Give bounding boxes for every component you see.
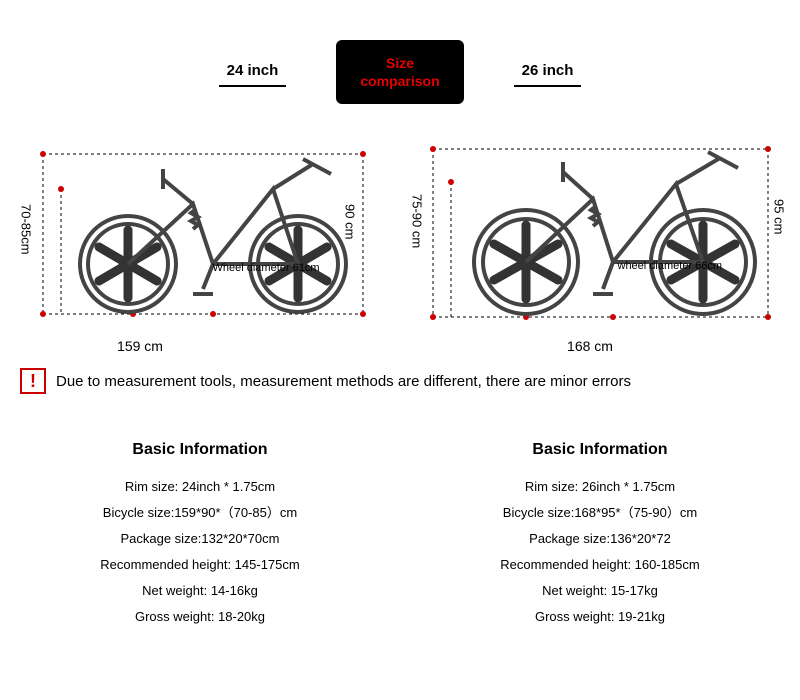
wheel-24-label: Wheel diameter 61cm [213, 262, 320, 274]
info-26-heading: Basic Information [500, 434, 699, 466]
bike-24-svg [13, 134, 393, 334]
info-26-recheight: Recommended height: 160-185cm [500, 552, 699, 578]
size-comparison-box: Size comparison [336, 40, 463, 104]
info-26: Basic Information Rim size: 26inch * 1.7… [500, 434, 699, 630]
width-row: 159 cm 168 cm [0, 334, 800, 354]
info-26-rim: Rim size: 26inch * 1.75cm [500, 474, 699, 500]
info-24: Basic Information Rim size: 24inch * 1.7… [100, 434, 299, 630]
measurement-notice: ! Due to measurement tools, measurement … [0, 354, 800, 404]
info-24-gross: Gross weight: 18-20kg [100, 604, 299, 630]
dim-26-overall-height: 95 cm [772, 199, 787, 234]
info-24-recheight: Recommended height: 145-175cm [100, 552, 299, 578]
info-24-bicycle: Bicycle size:159*90*（70-85）cm [100, 500, 299, 526]
header-row: 24 inch Size comparison 26 inch [0, 0, 800, 124]
info-24-net: Net weight: 14-16kg [100, 578, 299, 604]
warning-icon: ! [20, 368, 46, 394]
info-24-heading: Basic Information [100, 434, 299, 466]
size-label-26: 26 inch [514, 58, 582, 87]
wheel-26-label: wheel diameter 66cm [618, 260, 723, 272]
size-comp-line1: Size [360, 54, 439, 72]
bike-26-svg [408, 134, 788, 334]
dim-26-seat-height: 75-90 cm [410, 194, 425, 248]
width-26: 168 cm [567, 338, 613, 354]
info-row: Basic Information Rim size: 24inch * 1.7… [0, 404, 800, 630]
diagram-row: 70-85cm 90 cm Wheel diameter 61cm [0, 124, 800, 334]
info-26-gross: Gross weight: 19-21kg [500, 604, 699, 630]
size-label-24: 24 inch [219, 58, 287, 87]
info-26-bicycle: Bicycle size:168*95*（75-90）cm [500, 500, 699, 526]
width-24: 159 cm [117, 338, 163, 354]
size-comp-line2: comparison [360, 72, 439, 90]
info-24-rim: Rim size: 24inch * 1.75cm [100, 474, 299, 500]
info-26-net: Net weight: 15-17kg [500, 578, 699, 604]
dim-24-seat-height: 70-85cm [19, 204, 34, 255]
info-24-package: Package size:132*20*70cm [100, 526, 299, 552]
bike-24-diagram: 70-85cm 90 cm Wheel diameter 61cm [13, 134, 393, 334]
notice-text: Due to measurement tools, measurement me… [56, 373, 631, 390]
dim-24-overall-height: 90 cm [343, 204, 358, 239]
info-26-package: Package size:136*20*72 [500, 526, 699, 552]
bike-26-diagram: 75-90 cm 95 cm wheel diameter 66cm [408, 134, 788, 334]
